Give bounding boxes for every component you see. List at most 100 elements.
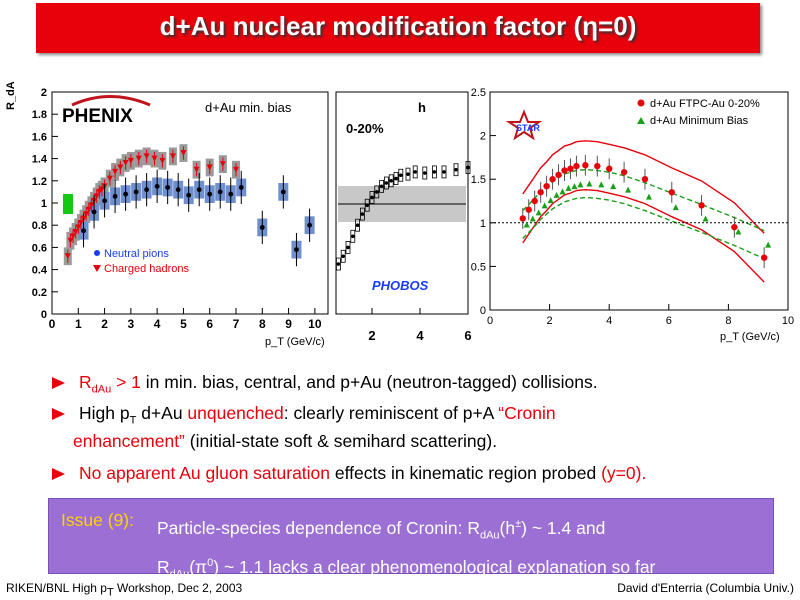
rdau-gt: > 1	[111, 372, 141, 392]
issue-l1-b: (h	[499, 517, 516, 538]
phenix-ytick-label: 0.2	[32, 287, 47, 299]
star-ftpc-point	[531, 197, 538, 205]
phenix-charged-point	[77, 219, 84, 226]
phobos-point	[336, 262, 341, 266]
issue-l1-c: ) ~ 1.4 and	[521, 517, 606, 538]
phenix-ytick-label: 1.8	[32, 109, 47, 121]
phobos-open-box	[374, 185, 380, 199]
phenix-pion-point	[144, 187, 150, 193]
star-points	[519, 154, 772, 269]
star-ytick-label: 2	[480, 131, 486, 143]
phenix-pion-point	[186, 192, 192, 198]
legend-charged-hadrons: Charged hadrons	[104, 263, 190, 275]
bullet-2-red1: unquenched	[187, 403, 284, 423]
phenix-ylabel: R_dA	[5, 81, 17, 110]
star-ftpc-point	[549, 176, 556, 183]
phenix-charged-point	[122, 160, 129, 167]
bullet-2-c: : clearly reminiscent of p+A	[283, 403, 499, 423]
issue-l1-sub: dAu	[479, 529, 500, 542]
phenix-ytick-label: 0.6	[32, 242, 47, 254]
phobos-open-box	[383, 176, 389, 190]
phobos-point	[384, 181, 389, 185]
phobos-points	[335, 161, 471, 271]
star-ftpc-point	[668, 189, 675, 196]
phenix-charged-point	[143, 153, 150, 160]
bullet-3-mid: effects in kinematic region probed	[330, 463, 602, 483]
phobos-logo: PHOBOS	[372, 278, 429, 293]
phenix-charged-point	[85, 206, 92, 213]
star-minbias-point	[535, 209, 542, 216]
bullet-1-text: in min. bias, central, and p+Au (neutron…	[140, 372, 598, 392]
phenix-xtick-label: 6	[206, 317, 213, 331]
star-xtick-label: 0	[487, 315, 493, 327]
star-ftpc-point	[519, 215, 526, 222]
phobos-point	[355, 223, 360, 227]
star-minbias-point	[702, 215, 709, 222]
legend-minbias-marker	[637, 117, 645, 124]
issue-line-2: RdAu(π0) ~ 1.1 lacks a clear phenomenolo…	[157, 549, 655, 588]
phenix-charged-point	[88, 202, 95, 209]
phobos-point	[365, 203, 370, 208]
bullet-2-line2-red: enhancement”	[73, 431, 185, 451]
star-minbias-point	[610, 183, 617, 190]
phobos-point	[379, 184, 384, 189]
phobos-panel: 2 4 6 0-20% h PHOBOS	[335, 91, 472, 343]
phobos-open-box	[345, 240, 351, 254]
phenix-charged-point	[180, 150, 187, 157]
phenix-xtick-label: 5	[180, 317, 187, 331]
phenix-logo-swoosh	[71, 95, 151, 107]
star-ytick-label: 1.5	[471, 174, 486, 186]
star-minbias-point	[735, 228, 742, 235]
star-ftpc-point	[641, 176, 649, 183]
star-ftpc-point	[573, 162, 580, 170]
phenix-pion-point	[81, 228, 86, 234]
bullet-1: RdAu > 1 in min. bias, central, and p+Au…	[52, 372, 598, 396]
star-xtick-label: 2	[547, 315, 553, 327]
phenix-logo: PHENIX	[62, 106, 133, 127]
phobos-open-box	[398, 168, 404, 182]
bullet-2-line2: enhancement” (initial-state soft & semih…	[73, 431, 497, 452]
phenix-ytick-label: 0	[41, 309, 47, 321]
phenix-xtick-label: 1	[75, 317, 82, 331]
issue-line-1: Particle-species dependence of Cronin: R…	[157, 510, 655, 549]
phobos-point	[375, 190, 379, 194]
bullet-2-a: High p	[79, 403, 130, 423]
phenix-ytick-label: 1.6	[32, 131, 47, 143]
bullet-3-red2: (y=0)	[601, 463, 642, 483]
star-minbias-point	[541, 202, 548, 209]
star-minbias-point	[529, 215, 536, 222]
phobos-open-box	[441, 165, 447, 179]
footer-left-a: RIKEN/BNL High p	[6, 581, 107, 595]
star-minbias-point	[765, 241, 772, 248]
bullet-2-line2-rest: (initial-state soft & semihard scatterin…	[184, 431, 498, 451]
phenix-charged-point	[83, 211, 90, 218]
bullet-3-end: .	[641, 463, 647, 483]
phobos-open-box	[340, 249, 346, 263]
star-ytick-label: 0.5	[471, 261, 486, 273]
star-xtick-label: 10	[782, 315, 794, 327]
star-minbias-point	[645, 193, 652, 200]
phenix-pion-point	[154, 183, 160, 189]
phobos-point	[406, 172, 410, 176]
slide-title: d+Au nuclear modification factor (η=0)	[159, 11, 637, 41]
phenix-ytick-label: 0.4	[32, 265, 48, 277]
phenix-panel: 0 1 2 3 4 5 6 7 8 9 1000.20.40.60.811.21.41.61.82 …	[5, 81, 329, 348]
star-xlabel: p_T (GeV/c)	[720, 331, 780, 343]
phenix-xtick-label: 8	[259, 317, 266, 331]
phenix-pion-point	[217, 189, 223, 195]
star-ftpc-point	[567, 165, 574, 172]
issue-box: Issue (9): Particle-species dependence o…	[48, 498, 774, 581]
star-ftpc-point	[543, 182, 550, 190]
phenix-ytick-label: 1.4	[32, 154, 48, 166]
legend-minbias: d+Au Minimum Bias	[650, 115, 749, 127]
phenix-pion-point	[280, 189, 286, 195]
issue-l2-c: ) ~ 1.1 lacks a clear phenomenological e…	[213, 557, 656, 578]
phobos-point	[341, 254, 346, 259]
legend-ftpc: d+Au FTPC-Au 0-20%	[650, 98, 760, 110]
phenix-ytick-label: 2	[41, 87, 47, 99]
rdau-symbol: R	[79, 372, 92, 392]
issue-l2-sub: dAu	[169, 568, 190, 581]
phenix-pion-point	[228, 191, 234, 197]
phenix-pion-point	[294, 247, 299, 253]
phenix-pion-point	[307, 222, 312, 228]
